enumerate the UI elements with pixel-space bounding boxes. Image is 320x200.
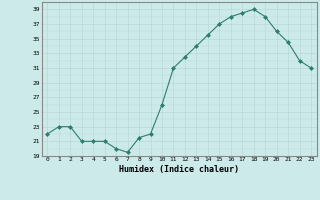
X-axis label: Humidex (Indice chaleur): Humidex (Indice chaleur) <box>119 165 239 174</box>
